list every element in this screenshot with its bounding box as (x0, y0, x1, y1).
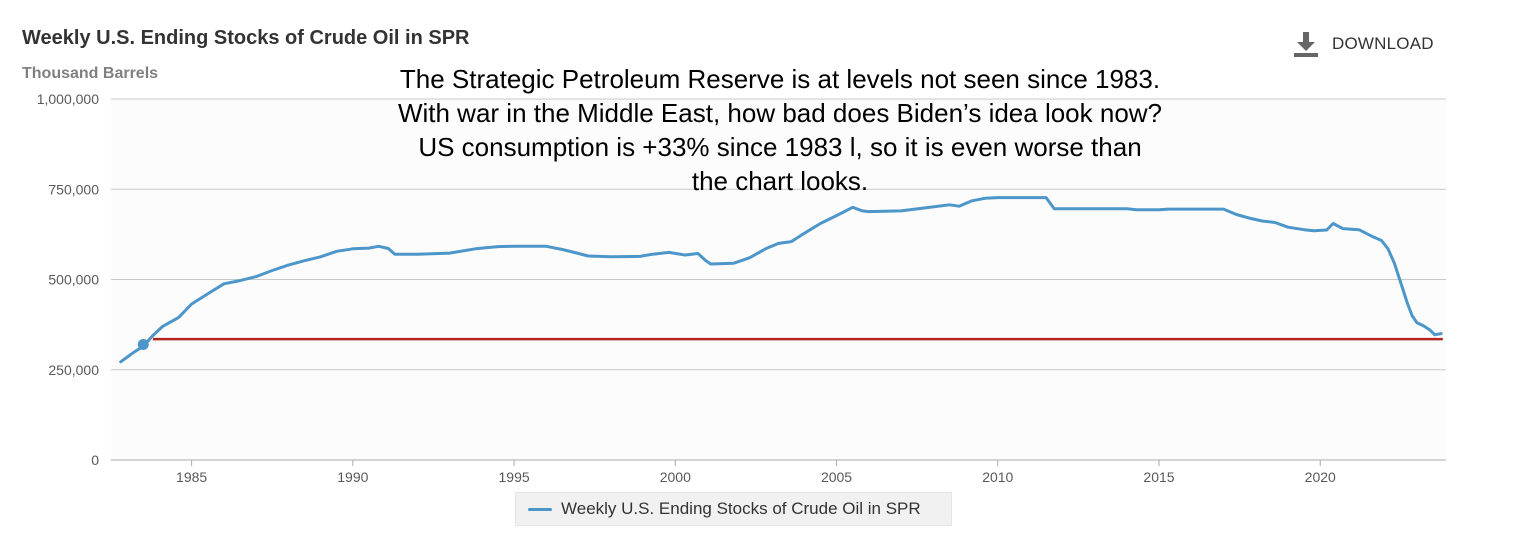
x-tick-label: 2015 (1143, 469, 1174, 485)
x-tick-label: 2010 (982, 469, 1013, 485)
y-tick-label: 250,000 (48, 362, 99, 378)
download-label: DOWNLOAD (1332, 34, 1434, 53)
series-line[interactable] (119, 196, 1443, 364)
chart-title: Weekly U.S. Ending Stocks of Crude Oil i… (22, 27, 470, 49)
legend-item[interactable]: Weekly U.S. Ending Stocks of Crude Oil i… (515, 492, 952, 526)
gridlines (111, 98, 1446, 461)
x-tick-label: 1995 (499, 469, 530, 485)
y-tick-label: 0 (91, 452, 99, 468)
legend-label: Weekly U.S. Ending Stocks of Crude Oil i… (561, 499, 921, 518)
x-tick-label: 2005 (821, 469, 852, 485)
y-axis-ticks: 0 250,000 500,000 750,000 1,000,000 (37, 91, 100, 468)
series-layer (119, 196, 1443, 364)
x-tick-label: 1985 (176, 469, 207, 485)
x-tick-label: 1990 (337, 469, 368, 485)
x-tick-label: 2020 (1305, 469, 1336, 485)
x-tick-label: 2000 (660, 469, 691, 485)
y-tick-label: 1,000,000 (37, 91, 99, 107)
y-tick-label: 500,000 (48, 272, 99, 288)
x-axis-ticks: 1985 1990 1995 2000 2005 2010 2015 2020 (176, 460, 1336, 485)
y-tick-label: 750,000 (48, 181, 99, 197)
legend-swatch (528, 507, 552, 511)
download-icon (1294, 32, 1318, 57)
hover-marker[interactable] (137, 338, 149, 350)
annotation-text: The Strategic Petroleum Reserve is at le… (397, 64, 1163, 196)
y-axis-unit-label: Thousand Barrels (22, 65, 159, 82)
download-button[interactable]: DOWNLOAD (1292, 29, 1434, 59)
